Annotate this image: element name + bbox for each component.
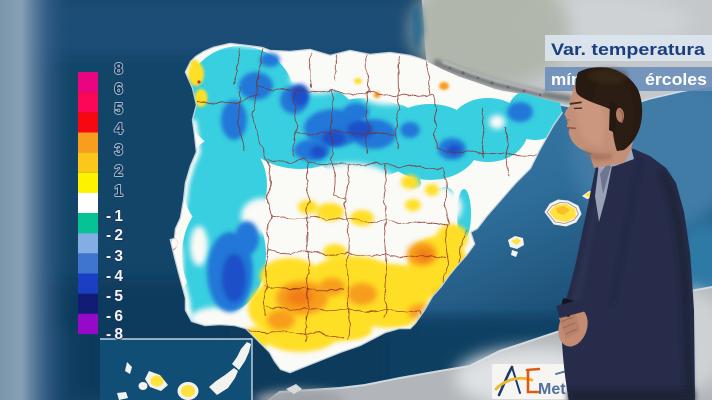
- svg-text:5: 5: [114, 101, 123, 118]
- svg-text:8: 8: [114, 61, 123, 78]
- svg-text:-6: -6: [106, 308, 123, 325]
- svg-text:6: 6: [114, 81, 123, 98]
- svg-text:3: 3: [114, 142, 123, 159]
- svg-text:-4: -4: [106, 268, 123, 285]
- svg-text:Var. temperatura: Var. temperatura: [551, 40, 706, 59]
- svg-text:-8: -8: [106, 326, 123, 343]
- svg-text:-3: -3: [106, 248, 123, 265]
- svg-text:2: 2: [114, 163, 123, 180]
- svg-text:ércoles: ércoles: [645, 70, 707, 89]
- svg-text:-2: -2: [106, 227, 123, 244]
- svg-text:-1: -1: [106, 208, 123, 225]
- svg-text:1: 1: [114, 183, 123, 200]
- svg-text:-5: -5: [106, 288, 123, 305]
- svg-text:4: 4: [114, 121, 123, 138]
- svg-text:Met: Met: [538, 381, 566, 398]
